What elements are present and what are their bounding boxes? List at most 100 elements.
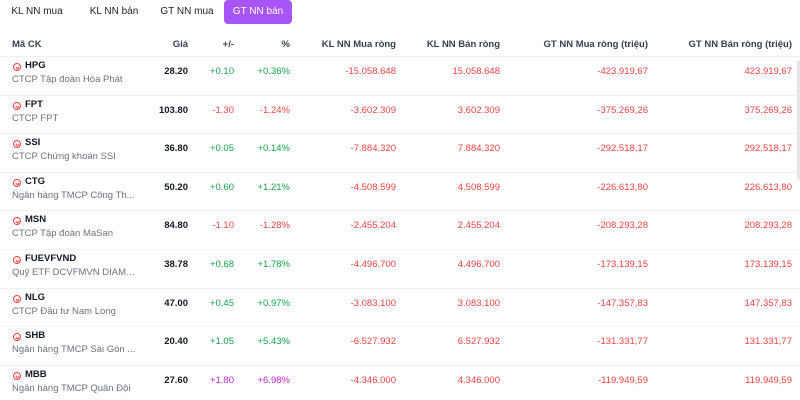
percent-change: +0.36% <box>257 66 291 77</box>
percent-change: +6.98% <box>257 374 291 386</box>
gt-nn-ban-rong: 131.331,77 <box>744 336 792 348</box>
stock-arrow-circle-icon <box>13 217 21 226</box>
table-row[interactable]: SSI CTCP Chứng khoán SSI 36.80 +0.05 +0.14% -… <box>0 133 800 171</box>
price-change: +0.60 <box>209 181 234 193</box>
gt-nn-mua-rong: -173.139,15 <box>597 259 648 270</box>
kl-nn-mua-rong: -4.496.700 <box>350 259 396 270</box>
price: 103.80 <box>158 104 188 116</box>
header-percent[interactable]: % <box>281 39 290 50</box>
table-row[interactable]: FUEVFVND Quỹ ETF DCVFMVN DIAMO... 38.78 +0.… <box>0 249 800 287</box>
stock-symbol[interactable]: CTG <box>25 175 46 187</box>
price: 50.20 <box>164 181 188 193</box>
kl-nn-mua-rong: -6.527.932 <box>350 336 396 348</box>
stock-symbol[interactable]: HPG <box>25 60 46 71</box>
header-kl-ban[interactable]: KL NN Bán ròng <box>426 39 500 50</box>
table-row[interactable]: MBB Ngân hàng TMCP Quân Đội 27.60 +1.80 +6.9… <box>0 364 800 400</box>
tab-kl-nn-mua[interactable]: KL NN mua <box>11 6 63 17</box>
stock-symbol[interactable]: SSI <box>25 137 41 149</box>
tab-kl-nn-ban[interactable]: KL NN bán <box>89 6 139 17</box>
kl-nn-ban-rong: 4.346.000 <box>457 374 500 386</box>
stock-arrow-circle-icon <box>13 294 21 303</box>
gt-nn-ban-rong: 375.269,26 <box>744 104 792 116</box>
gt-nn-mua-rong: -375.269,26 <box>597 104 648 116</box>
tab-gt-nn-mua[interactable]: GT NN mua <box>160 6 214 17</box>
gt-nn-ban-rong: 147.357,83 <box>744 297 792 309</box>
stock-arrow-circle-icon <box>13 371 21 380</box>
stock-symbol[interactable]: FUEVFVND <box>25 253 77 264</box>
price-change: +1.80 <box>209 374 234 386</box>
gt-nn-mua-rong: -119.949,59 <box>597 374 648 386</box>
company-name: Ngân hàng TMCP Sài Gòn ... <box>12 344 136 356</box>
price: 38.78 <box>164 259 188 270</box>
kl-nn-mua-rong: -3.083.100 <box>350 297 396 309</box>
kl-nn-mua-rong: -3.602.309 <box>350 104 396 116</box>
price-change: +0.68 <box>209 259 234 270</box>
stock-symbol[interactable]: MSN <box>25 214 47 226</box>
gt-nn-mua-rong: -147.357,83 <box>597 297 648 309</box>
gt-nn-ban-rong: 208.293,28 <box>744 220 792 232</box>
header-change[interactable]: +/- <box>222 39 234 50</box>
price-change: +0.10 <box>209 66 234 77</box>
kl-nn-ban-rong: 3.602.309 <box>457 104 500 116</box>
gt-nn-mua-rong: -226.613,80 <box>597 181 648 193</box>
gt-nn-ban-rong: 292.518,17 <box>744 143 792 155</box>
stock-arrow-circle-icon <box>13 256 21 264</box>
kl-nn-mua-rong: -15.058.648 <box>345 66 396 77</box>
tab-gt-nn-ban[interactable]: GT NN bán <box>224 0 292 24</box>
percent-change: +1.78% <box>257 259 291 270</box>
stock-symbol[interactable]: SHB <box>25 330 46 342</box>
kl-nn-mua-rong: -4.346.000 <box>350 374 396 386</box>
stock-symbol[interactable]: FPT <box>25 98 43 110</box>
stock-arrow-circle-icon <box>13 140 21 149</box>
kl-nn-mua-rong: -7.884.320 <box>350 143 396 155</box>
percent-change: +5.43% <box>257 336 291 348</box>
price: 27.60 <box>164 374 188 386</box>
table-header: Mã CK Giá +/- % KL NN Mua ròng KL NN Bán… <box>0 36 800 54</box>
percent-change: +0.97% <box>257 297 291 309</box>
stock-symbol[interactable]: MBB <box>25 368 47 380</box>
kl-nn-mua-rong: -4.508.599 <box>350 181 396 193</box>
stock-arrow-circle-icon <box>13 178 21 187</box>
header-price[interactable]: Giá <box>172 39 188 50</box>
kl-nn-ban-rong: 6.527.932 <box>457 336 500 348</box>
table-row[interactable]: FPT CTCP FPT 103.80 -1.30 -1.24% -3.602.309 3.… <box>0 94 800 133</box>
table-row[interactable]: SHB Ngân hàng TMCP Sài Gòn ... 20.40 +1.05 +… <box>0 326 800 364</box>
gt-nn-mua-rong: -423.919,67 <box>597 66 648 77</box>
kl-nn-ban-rong: 4.496.700 <box>457 259 500 270</box>
gt-nn-ban-rong: 423.919,67 <box>744 66 792 77</box>
company-name: CTCP FPT <box>12 112 59 124</box>
table-row[interactable]: CTG Ngân hàng TMCP Công Th... 50.20 +0.60 +1… <box>0 171 800 210</box>
gt-nn-ban-rong: 173.139,15 <box>744 259 792 270</box>
company-name: Ngân hàng TMCP Quân Đội <box>12 382 131 394</box>
table-row[interactable]: MSN CTCP Tập đoàn MaSan 84.80 -1.10 -1.28% -2… <box>0 210 800 248</box>
percent-change: +1.21% <box>257 181 291 193</box>
scrollbar[interactable] <box>797 60 800 180</box>
company-name: CTCP Chứng khoán SSI <box>12 151 116 163</box>
header-gt-ban[interactable]: GT NN Bán ròng (triệu) <box>688 39 792 50</box>
gt-nn-mua-rong: -131.331,77 <box>597 336 648 348</box>
price-change: +0.05 <box>209 143 234 155</box>
stock-arrow-circle-icon <box>13 63 21 71</box>
price: 20.40 <box>164 336 188 348</box>
gt-nn-ban-rong: 226.613,80 <box>744 181 792 193</box>
stock-arrow-circle-icon <box>13 333 21 342</box>
company-name: CTCP Tập đoàn MaSan <box>12 228 114 240</box>
stock-symbol[interactable]: NLG <box>25 291 46 303</box>
header-symbol[interactable]: Mã CK <box>12 39 42 50</box>
percent-change: +0.14% <box>257 143 291 155</box>
price-change: -1.10 <box>212 220 234 232</box>
kl-nn-ban-rong: 7.884.320 <box>457 143 500 155</box>
company-name: CTCP Đầu tư Nam Long <box>12 305 116 317</box>
stock-arrow-circle-icon <box>13 101 21 110</box>
header-gt-mua[interactable]: GT NN Mua ròng (triệu) <box>543 39 649 50</box>
kl-nn-ban-rong: 3.083.100 <box>457 297 500 309</box>
percent-change: -1.24% <box>259 104 290 116</box>
header-kl-mua[interactable]: KL NN Mua ròng <box>321 39 396 50</box>
company-name: Quỹ ETF DCVFMVN DIAMO... <box>12 267 140 278</box>
table-row[interactable]: HPG CTCP Tập đoàn Hòa Phát 28.20 +0.10 +0.36… <box>0 56 800 94</box>
percent-change: -1.28% <box>259 220 290 232</box>
company-name: Ngân hàng TMCP Công Th... <box>12 189 135 201</box>
kl-nn-mua-rong: -2.455.204 <box>350 220 396 232</box>
price: 28.20 <box>164 66 188 77</box>
table-row[interactable]: NLG CTCP Đầu tư Nam Long 47.00 +0.45 +0.97% -… <box>0 287 800 326</box>
